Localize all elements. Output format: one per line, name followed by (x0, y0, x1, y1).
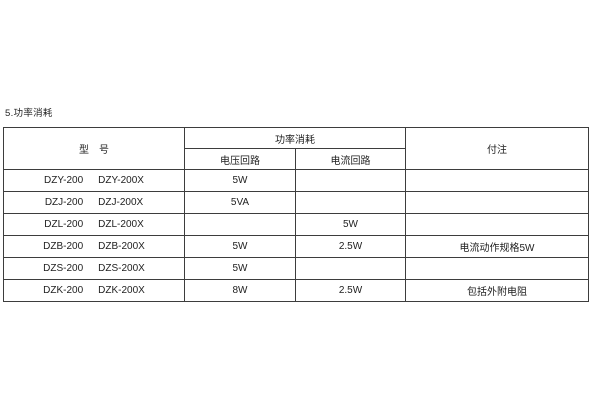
model-names: DZS-200 DZS-200X (5, 263, 184, 274)
note-value: 电流动作规格5W (405, 235, 589, 258)
model-name-x: DZL-200X (98, 219, 144, 230)
header-current-circuit: 电流回路 (295, 148, 406, 170)
model-cell: DZS-200 DZS-200X (3, 257, 185, 280)
model-name: DZL-200 (44, 219, 84, 230)
header-voltage-circuit: 电压回路 (184, 148, 296, 170)
model-names: DZY-200 DZY-200X (5, 175, 184, 186)
note-value (405, 257, 589, 280)
current-value (295, 257, 406, 280)
model-name-x: DZY-200X (98, 175, 144, 186)
model-name: DZJ-200 (44, 197, 84, 208)
voltage-value: 5W (184, 235, 296, 258)
table-header: 型 号 功率消耗 付注 电压回路 电流回路 (3, 127, 589, 170)
table-body: DZY-200 DZY-200X 5W DZJ-200 DZJ-200X 5VA (3, 169, 589, 302)
header-notes: 付注 (405, 127, 589, 170)
table-row: DZJ-200 DZJ-200X 5VA (3, 191, 589, 214)
header-model: 型 号 (3, 127, 185, 170)
model-name: DZS-200 (43, 263, 84, 274)
model-name: DZY-200 (44, 175, 84, 186)
header-row-1: 型 号 功率消耗 付注 (3, 127, 589, 170)
model-names: DZB-200 DZB-200X (5, 241, 184, 252)
model-cell: DZL-200 DZL-200X (3, 213, 185, 236)
table-row: DZK-200 DZK-200X 8W 2.5W 包括外附电阻 (3, 279, 589, 302)
model-name: DZB-200 (43, 241, 84, 252)
model-name-x: DZS-200X (98, 263, 145, 274)
voltage-value (184, 213, 296, 236)
current-value: 5W (295, 213, 406, 236)
note-value (405, 191, 589, 214)
model-name-x: DZK-200X (98, 285, 145, 296)
table-row: DZY-200 DZY-200X 5W (3, 169, 589, 192)
current-value: 2.5W (295, 279, 406, 302)
current-value: 2.5W (295, 235, 406, 258)
note-value: 包括外附电阻 (405, 279, 589, 302)
header-power-consumption: 功率消耗 (184, 127, 406, 149)
model-cell: DZB-200 DZB-200X (3, 235, 185, 258)
table-row: DZS-200 DZS-200X 5W (3, 257, 589, 280)
voltage-value: 5VA (184, 191, 296, 214)
current-value (295, 169, 406, 192)
power-consumption-table: 型 号 功率消耗 付注 电压回路 电流回路 DZY-200 DZY-200X 5… (3, 127, 589, 302)
model-names: DZJ-200 DZJ-200X (5, 197, 184, 208)
header-row-2: 电压回路 电流回路 (4, 148, 589, 170)
voltage-value: 5W (184, 257, 296, 280)
note-value (405, 169, 589, 192)
model-name: DZK-200 (43, 285, 84, 296)
model-cell: DZJ-200 DZJ-200X (3, 191, 185, 214)
model-name-x: DZB-200X (98, 241, 145, 252)
table-row: DZL-200 DZL-200X 5W (3, 213, 589, 236)
model-names: DZL-200 DZL-200X (5, 219, 184, 230)
voltage-value: 8W (184, 279, 296, 302)
note-value (405, 213, 589, 236)
model-name-x: DZJ-200X (98, 197, 144, 208)
voltage-value: 5W (184, 169, 296, 192)
model-cell: DZK-200 DZK-200X (3, 279, 185, 302)
section-title: 5.功率消耗 (5, 108, 53, 119)
model-names: DZK-200 DZK-200X (5, 285, 184, 296)
table-row: DZB-200 DZB-200X 5W 2.5W 电流动作规格5W (3, 235, 589, 258)
model-cell: DZY-200 DZY-200X (3, 169, 185, 192)
current-value (295, 191, 406, 214)
